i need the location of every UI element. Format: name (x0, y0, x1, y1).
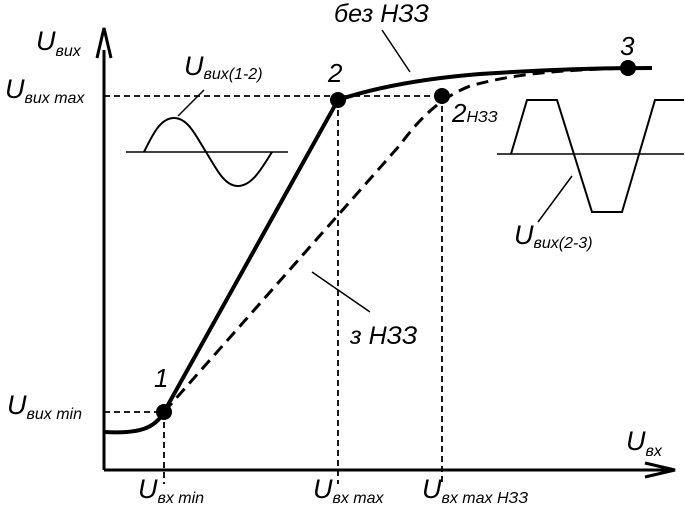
clipped-waveform-inset (497, 99, 684, 223)
leader-without-nfb (381, 29, 411, 73)
x-axis-arrow (644, 461, 676, 479)
y-axis-label: Uвих (36, 26, 82, 60)
point-2 (330, 92, 346, 108)
leader-with-nfb (311, 271, 371, 313)
sine-waveform-inset (126, 89, 288, 188)
point-2-nzz (434, 88, 450, 104)
point-1-label: 1 (154, 363, 168, 393)
sine-waveform-label: Uвих(1-2) (184, 51, 263, 83)
axes (95, 27, 676, 479)
curve-label-with-nfb: з НЗЗ (349, 322, 417, 350)
curve-with-nfb (162, 66, 629, 413)
point-2-label: 2 (327, 58, 343, 88)
point-3 (620, 60, 636, 76)
y-axis-arrow (95, 27, 113, 59)
x-tick-uvx-max-nzz: Uвх max НЗЗ (422, 474, 528, 507)
point-2-nzz-label: 2НЗЗ (451, 98, 498, 128)
points (156, 60, 636, 420)
x-tick-uvx-max: Uвх max (313, 474, 385, 507)
sine-leader (177, 89, 205, 117)
curve-label-without-nfb: без НЗЗ (334, 0, 429, 28)
x-axis-label: Uвх (626, 426, 663, 460)
x-tick-uvx-min: Uвх min (138, 474, 204, 507)
y-tick-umin: Uвих min (7, 390, 82, 423)
y-tick-umax: Uвих max (5, 74, 85, 107)
sine-wave (143, 116, 273, 188)
clipped-waveform-label: Uвих(2-3) (514, 220, 593, 252)
reference-lines (104, 95, 443, 484)
clipped-wave (510, 99, 684, 213)
point-1 (156, 404, 172, 420)
clipped-leader (537, 175, 573, 223)
point-3-label: 3 (620, 31, 635, 61)
